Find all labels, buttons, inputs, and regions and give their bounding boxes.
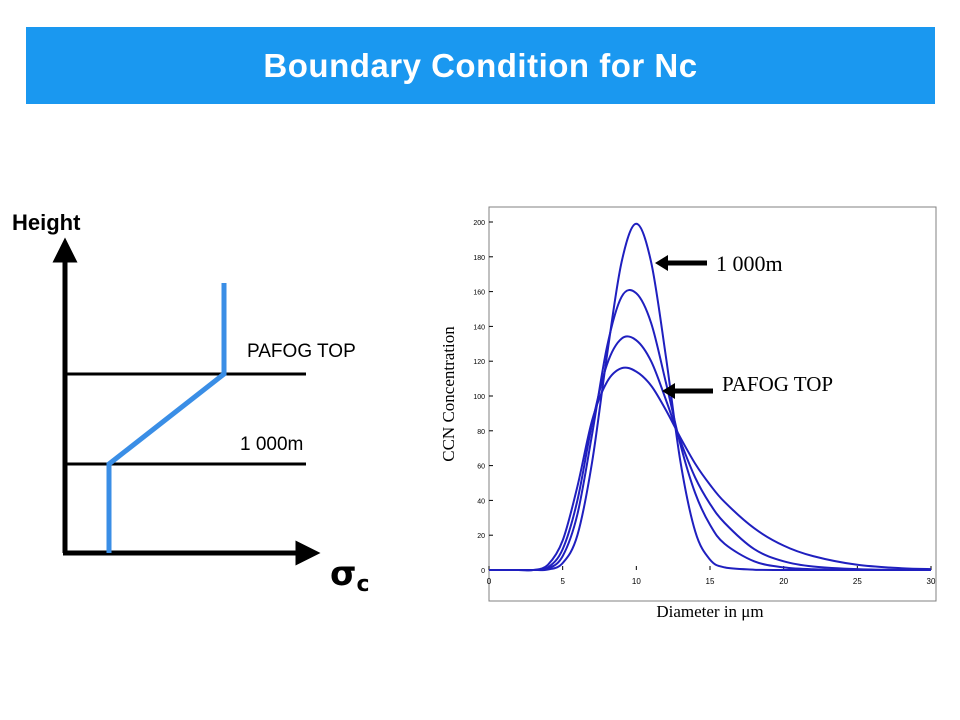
ccn-curve-4 <box>489 366 932 572</box>
plot-frame <box>488 206 937 602</box>
x-tick-label: 15 <box>706 577 715 586</box>
y-tick-label: 20 <box>477 533 485 540</box>
y-tick-label: 100 <box>473 394 485 401</box>
1000m-label: 1 000m <box>240 434 303 455</box>
y-tick-label: 160 <box>473 290 485 297</box>
sigma-subscript: c <box>356 572 369 597</box>
sigma-axis-label: σc <box>330 554 370 597</box>
annotation-1000m-label: 1 000m <box>716 251 783 276</box>
x-tick-label: 0 <box>487 577 492 586</box>
x-tick-label: 25 <box>853 577 862 586</box>
y-tick-label: 80 <box>477 429 485 436</box>
sigma-profile-line <box>106 283 227 553</box>
pafog-top-label: PAFOG TOP <box>247 341 356 362</box>
title-bar: Boundary Condition for Nc <box>26 27 935 104</box>
y-tick-label: 200 <box>473 220 485 227</box>
ccn-curve-2 <box>489 289 931 572</box>
slide-title: Boundary Condition for Nc <box>263 46 698 84</box>
y-tick-label: 60 <box>477 464 485 471</box>
ccn-curve-1 <box>489 222 931 572</box>
y-tick-label: 180 <box>473 255 485 262</box>
ccn-curve-3 <box>489 335 932 572</box>
arrow-1000m-head <box>655 255 668 271</box>
arrow-pafog-head <box>662 383 675 399</box>
y-tick-label: 0 <box>481 568 485 575</box>
y-axis-label: CCN Concentration <box>439 326 458 462</box>
y-tick-label: 140 <box>473 324 485 331</box>
sigma-symbol: σ <box>330 554 356 594</box>
y-tick-label: 40 <box>477 498 485 505</box>
height-axis-label: Height <box>12 210 81 235</box>
annotation-1000m: 1 000m <box>655 251 783 276</box>
annotation-pafog-top: PAFOG TOP <box>662 372 833 399</box>
x-tick-label: 30 <box>927 577 936 586</box>
x-tick-label: 10 <box>632 577 641 586</box>
y-tick-label: 120 <box>473 359 485 366</box>
x-tick-label: 5 <box>560 577 565 586</box>
annotation-pafog-label: PAFOG TOP <box>722 372 833 396</box>
x-tick-label: 20 <box>779 577 788 586</box>
x-axis-label: Diameter in μm <box>656 602 763 621</box>
